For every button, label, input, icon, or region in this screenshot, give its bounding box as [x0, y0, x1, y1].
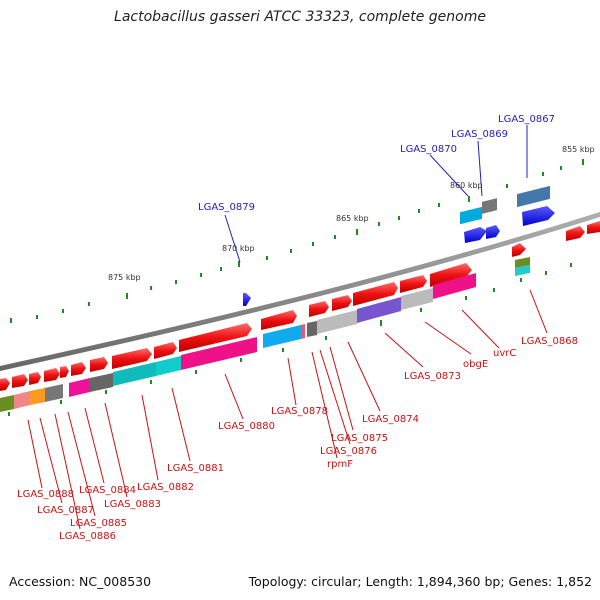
gene-arrow [522, 206, 555, 226]
gene-label[interactable]: LGAS_0883 [104, 499, 161, 510]
gene-label[interactable]: LGAS_0875 [331, 433, 388, 444]
gene-label[interactable]: LGAS_0886 [59, 531, 116, 542]
gene-label[interactable]: LGAS_0869 [451, 129, 508, 140]
gene-arrow [486, 225, 500, 239]
inner-tick-ring [8, 263, 572, 416]
gene-label[interactable]: LGAS_0879 [198, 202, 255, 213]
outer-tick-ring [10, 159, 584, 323]
tick-label: 875 kbp [108, 273, 141, 282]
gene-label[interactable]: obgE [463, 359, 488, 370]
gene-label[interactable]: LGAS_0868 [521, 336, 578, 347]
gene-label[interactable]: LGAS_0878 [271, 406, 328, 417]
gene-label[interactable]: LGAS_0884 [79, 485, 136, 496]
gene-label[interactable]: LGAS_0887 [37, 505, 94, 516]
gene-label[interactable]: LGAS_0888 [17, 489, 74, 500]
gene-label[interactable]: uvrC [493, 348, 516, 359]
gene-label[interactable]: LGAS_0874 [362, 414, 419, 425]
genome-backbone [0, 212, 600, 371]
gene-label[interactable]: rpmF [327, 459, 353, 470]
gene-arrow [243, 293, 251, 306]
gene-label[interactable]: LGAS_0876 [320, 446, 377, 457]
reverse-annotation-bars [460, 185, 550, 225]
gene-arrow [464, 227, 487, 243]
gene-label[interactable]: LGAS_0870 [400, 144, 457, 155]
map-title: Lactobacillus gasseri ATCC 33323, comple… [114, 9, 486, 25]
tick-label: 860 kbp [450, 181, 483, 190]
gene-label[interactable]: LGAS_0880 [218, 421, 275, 432]
gene-label[interactable]: LGAS_0881 [167, 463, 224, 474]
gene-label[interactable]: LGAS_0873 [404, 371, 461, 382]
accession-text: Accession: NC_008530 [9, 574, 152, 589]
tick-label: 865 kbp [336, 214, 369, 223]
forward-strand-genes [0, 221, 600, 391]
tick-label: 855 kbp [562, 145, 595, 154]
topology-text: Topology: circular; Length: 1,894,360 bp… [248, 574, 592, 589]
gene-label[interactable]: LGAS_0882 [137, 482, 194, 493]
gene-label[interactable]: LGAS_0867 [498, 114, 555, 125]
reverse-strand-genes [243, 206, 555, 306]
leader-lines [27, 125, 548, 530]
forward-annotation-bars [0, 257, 530, 412]
tick-label: 870 kbp [222, 244, 255, 253]
gene-label[interactable]: LGAS_0885 [70, 518, 127, 529]
